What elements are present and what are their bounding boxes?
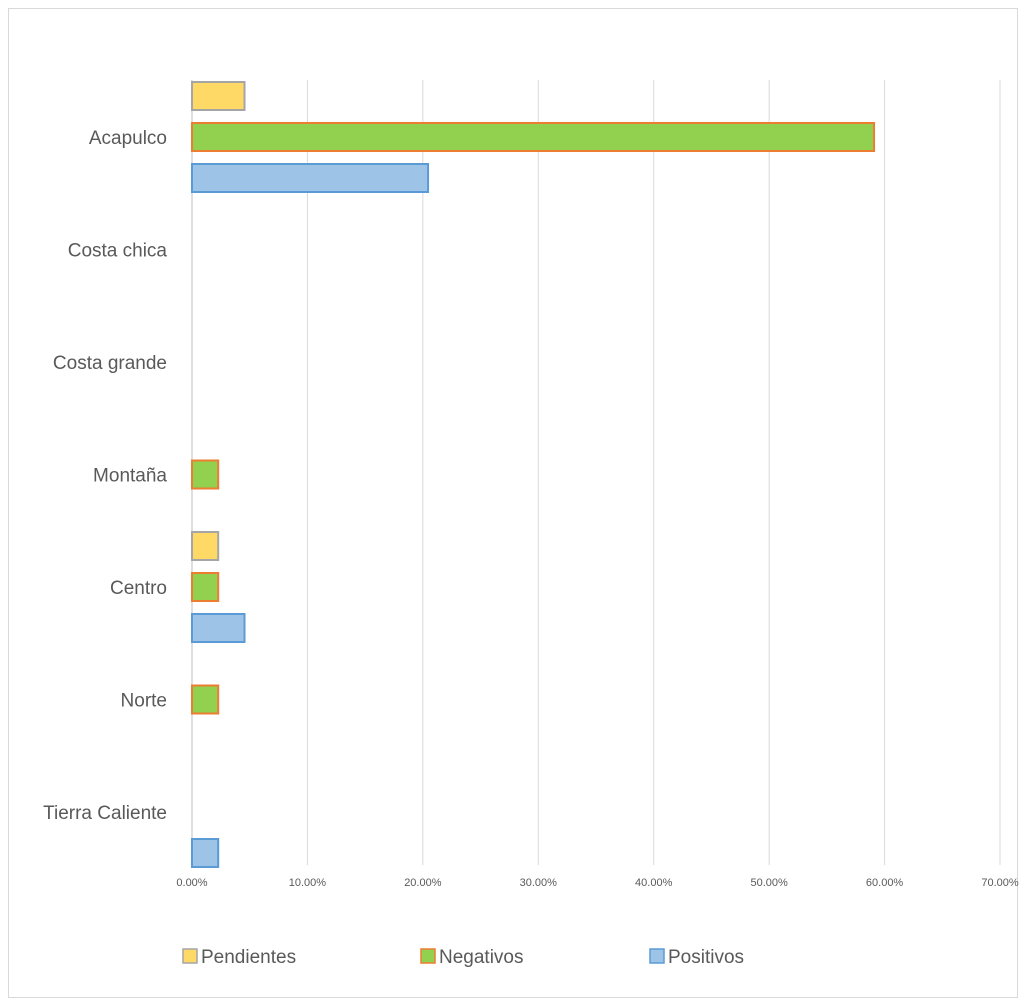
x-tick-label: 20.00% [404, 877, 442, 889]
bar-negativos [191, 459, 220, 490]
legend-swatch-negativos [420, 948, 436, 964]
x-tick-label: 40.00% [635, 877, 673, 889]
x-tick-label: 70.00% [981, 877, 1019, 889]
x-tick-label: 30.00% [520, 877, 558, 889]
bar-negativos [191, 684, 220, 715]
chart-frame [8, 8, 1018, 998]
x-tick-label: 0.00% [176, 877, 207, 889]
legend-label-positivos: Positivos [668, 947, 744, 968]
x-tick-label: 60.00% [866, 877, 904, 889]
category-label: Norte [121, 691, 167, 712]
bar-positivos [191, 838, 220, 868]
x-tick-label: 50.00% [750, 877, 788, 889]
legend-label-pendientes: Pendientes [201, 947, 296, 968]
category-label: Tierra Caliente [43, 803, 167, 824]
category-label: Montaña [93, 466, 167, 487]
bar-pendientes [191, 81, 246, 111]
legend-swatch-positivos [649, 948, 665, 964]
category-labels: Acapulco Costa chica Costa grande Montaña Ce… [43, 128, 167, 824]
gridlines [191, 80, 1001, 865]
bar-pendientes [191, 531, 220, 561]
category-label: Centro [110, 578, 167, 599]
category-label: Costa grande [53, 353, 167, 374]
x-tick-label: 10.00% [289, 877, 327, 889]
legend-label-negativos: Negativos [439, 947, 524, 968]
bar-negativos [191, 122, 876, 152]
bar-positivos [191, 613, 246, 643]
bar-positivos [191, 163, 430, 193]
bar-negativos [191, 572, 220, 602]
bars [191, 81, 876, 868]
legend: Pendientes Negativos Positivos [182, 947, 744, 968]
category-label: Acapulco [89, 128, 167, 149]
legend-swatch-pendientes [182, 948, 198, 964]
x-tick-labels: 0.00% 10.00% 20.00% 30.00% 40.00% 50.00% 60.00… [176, 877, 1018, 889]
category-label: Costa chica [68, 241, 168, 262]
